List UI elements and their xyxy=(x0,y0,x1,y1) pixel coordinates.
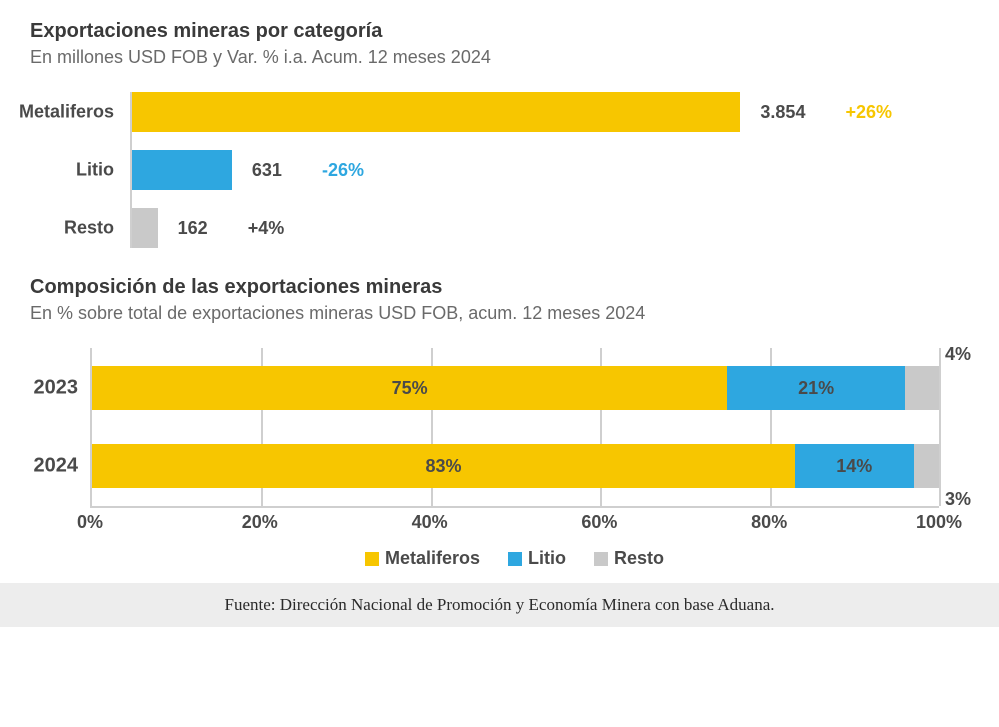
chart2-legend-item: Metaliferos xyxy=(365,548,480,569)
section-2: Composición de las exportaciones mineras… xyxy=(30,276,969,569)
chart1-value-label: 3.854 xyxy=(760,102,805,123)
chart2-external-label: 4% xyxy=(945,344,971,365)
chart1-category-label: Metaliferos xyxy=(0,102,114,123)
chart2-legend: Metaliferos Litio Resto xyxy=(90,548,939,569)
chart2-xtick-label: 80% xyxy=(751,512,787,533)
chart2-xtick-label: 0% xyxy=(77,512,103,533)
chart1-subtitle: En millones USD FOB y Var. % i.a. Acum. … xyxy=(30,47,969,68)
chart2-segment: 75% xyxy=(92,366,727,410)
chart1-plot: Metaliferos3.854+26%Litio631-26%Resto162… xyxy=(130,92,890,248)
legend-label: Litio xyxy=(528,548,566,569)
chart1-row: Litio631-26% xyxy=(132,150,892,190)
legend-label: Resto xyxy=(614,548,664,569)
chart2-plot: 202375%21%4%202483%14%3% xyxy=(90,348,939,508)
chart2-segment xyxy=(914,444,939,488)
chart1-value-label: 631 xyxy=(252,160,282,181)
chart2-legend-item: Resto xyxy=(594,548,664,569)
chart1-row: Metaliferos3.854+26% xyxy=(132,92,892,132)
chart2-segment xyxy=(905,366,939,410)
chart2: 202375%21%4%202483%14%3% 0%20%40%60%80%1… xyxy=(90,348,939,569)
chart1-value-label: 162 xyxy=(178,218,208,239)
chart2-xtick-label: 20% xyxy=(242,512,278,533)
chart1-variation-label: +26% xyxy=(845,102,892,123)
chart2-gridline xyxy=(939,348,941,506)
chart2-segment: 21% xyxy=(727,366,905,410)
chart2-segment-label: 75% xyxy=(392,378,428,399)
chart2-xaxis: 0%20%40%60%80%100% xyxy=(90,512,939,542)
chart2-segment: 14% xyxy=(795,444,914,488)
chart2-external-label: 3% xyxy=(945,489,971,510)
chart-container: Exportaciones mineras por categoría En m… xyxy=(0,0,999,569)
legend-swatch-icon xyxy=(365,552,379,566)
footer-source: Fuente: Dirección Nacional de Promoción … xyxy=(0,583,999,627)
chart2-subtitle: En % sobre total de exportaciones minera… xyxy=(30,303,969,324)
chart1-bar xyxy=(132,92,740,132)
legend-swatch-icon xyxy=(594,552,608,566)
chart1-category-label: Litio xyxy=(0,160,114,181)
chart2-xtick-label: 100% xyxy=(916,512,962,533)
chart2-xtick-label: 40% xyxy=(412,512,448,533)
chart1-variation-label: -26% xyxy=(322,160,364,181)
section-1: Exportaciones mineras por categoría En m… xyxy=(30,20,969,248)
chart2-xtick-label: 60% xyxy=(581,512,617,533)
chart1-bar xyxy=(132,150,232,190)
chart2-title: Composición de las exportaciones mineras xyxy=(30,276,969,299)
legend-label: Metaliferos xyxy=(385,548,480,569)
chart1-bar xyxy=(132,208,158,248)
chart2-year-label: 2024 xyxy=(34,455,79,478)
chart2-row: 202375%21%4% xyxy=(92,366,939,410)
chart2-segment-label: 14% xyxy=(836,456,872,477)
legend-swatch-icon xyxy=(508,552,522,566)
chart2-row: 202483%14%3% xyxy=(92,444,939,488)
chart2-legend-item: Litio xyxy=(508,548,566,569)
chart2-segment: 83% xyxy=(92,444,795,488)
chart1-row: Resto162+4% xyxy=(132,208,892,248)
chart2-segment-label: 83% xyxy=(425,456,461,477)
chart1-variation-label: +4% xyxy=(248,218,285,239)
chart1-title: Exportaciones mineras por categoría xyxy=(30,20,969,43)
chart2-segment-label: 21% xyxy=(798,378,834,399)
chart2-year-label: 2023 xyxy=(34,377,79,400)
chart1-category-label: Resto xyxy=(0,218,114,239)
chart1: Metaliferos3.854+26%Litio631-26%Resto162… xyxy=(130,92,969,248)
